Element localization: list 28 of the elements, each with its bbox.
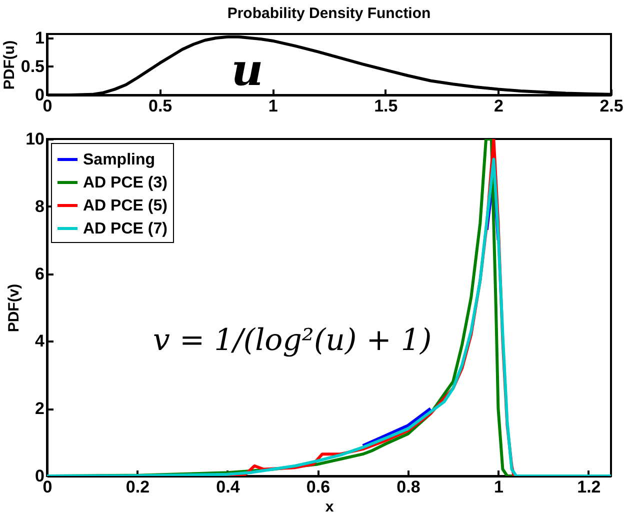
x-tick-label: 2.5: [600, 96, 624, 116]
x-tick-label: 1: [268, 96, 278, 116]
legend-label: Sampling: [83, 152, 156, 168]
y-tick-label: 2: [35, 399, 44, 418]
x-tick-label: 0.4: [216, 478, 240, 496]
legend-label: AD PCE (7): [83, 220, 168, 238]
y-tick-label: 8: [35, 196, 44, 216]
y-tick-label: 10: [26, 130, 44, 148]
annotation: u: [231, 44, 264, 96]
x-axis-title: x: [325, 498, 334, 516]
y-axis-title: PDF(v): [6, 284, 23, 332]
x-tick-label: 0.2: [126, 478, 150, 496]
x-tick-label: 0.8: [396, 478, 420, 496]
chart-title: Probability Density Function: [227, 4, 431, 22]
annotation: v = 1/(log²(u) + 1): [153, 323, 432, 358]
legend-label: AD PCE (3): [83, 174, 168, 192]
x-tick-label: 2: [494, 96, 504, 116]
x-tick-label: 1: [494, 478, 504, 496]
y-tick-label: 4: [35, 332, 46, 351]
y-tick-label: 0.5: [20, 56, 44, 76]
legend-label: AD PCE (5): [83, 198, 168, 214]
x-tick-label: 0.5: [148, 96, 172, 116]
x-tick-label: 1.2: [577, 478, 601, 496]
y-tick-label: 6: [35, 264, 44, 284]
x-tick-label: 1.5: [374, 96, 398, 116]
y-axis-title: PDF(u): [0, 40, 18, 90]
x-tick-label: 0.6: [306, 478, 330, 496]
y-tick-label: 1: [35, 28, 44, 48]
